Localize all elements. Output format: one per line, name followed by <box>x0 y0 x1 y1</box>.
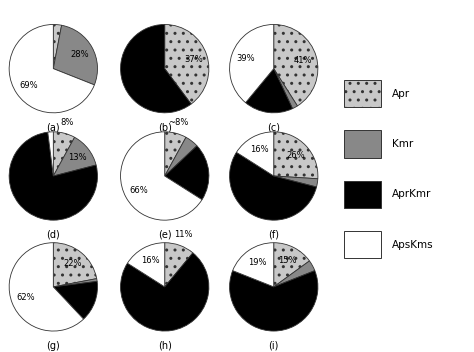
Wedge shape <box>273 243 310 287</box>
Wedge shape <box>229 152 317 220</box>
Text: 41%: 41% <box>293 56 312 65</box>
Wedge shape <box>229 25 274 103</box>
Wedge shape <box>273 176 318 187</box>
Wedge shape <box>229 271 318 331</box>
Text: 28%: 28% <box>70 50 89 59</box>
Wedge shape <box>246 69 292 113</box>
Wedge shape <box>54 281 98 319</box>
Text: 56%: 56% <box>127 74 146 83</box>
Text: 26%: 26% <box>286 151 305 160</box>
Wedge shape <box>165 146 209 200</box>
Text: 8%: 8% <box>60 118 74 127</box>
Text: 37%: 37% <box>184 55 202 64</box>
FancyBboxPatch shape <box>344 80 381 107</box>
Title: (a): (a) <box>46 122 60 132</box>
Wedge shape <box>237 132 273 176</box>
Text: ApsKms: ApsKms <box>392 240 433 250</box>
Wedge shape <box>9 243 83 331</box>
Wedge shape <box>274 261 315 287</box>
Text: AprKmr: AprKmr <box>392 189 431 199</box>
Wedge shape <box>120 253 209 331</box>
Wedge shape <box>54 278 97 287</box>
Wedge shape <box>128 243 165 287</box>
FancyBboxPatch shape <box>344 130 381 157</box>
Text: 55%: 55% <box>253 199 271 208</box>
Wedge shape <box>53 132 74 176</box>
Wedge shape <box>165 243 193 287</box>
Title: (c): (c) <box>267 122 280 132</box>
Wedge shape <box>120 132 202 220</box>
Title: (i): (i) <box>269 341 279 351</box>
Text: Kmr: Kmr <box>392 139 413 149</box>
Text: 62%: 62% <box>16 294 35 302</box>
Text: Apr: Apr <box>392 89 410 99</box>
Text: ~8%: ~8% <box>168 118 189 127</box>
Text: 15%: 15% <box>73 293 91 302</box>
Text: 13%: 13% <box>68 153 86 162</box>
Wedge shape <box>53 243 97 287</box>
Wedge shape <box>48 132 53 176</box>
Wedge shape <box>53 137 96 176</box>
Title: (h): (h) <box>158 341 172 351</box>
Title: (b): (b) <box>158 122 172 132</box>
Text: 39%: 39% <box>236 54 255 63</box>
Wedge shape <box>274 69 297 109</box>
Title: (f): (f) <box>268 230 279 240</box>
Text: 18%: 18% <box>261 94 279 103</box>
Wedge shape <box>165 132 186 176</box>
Text: 69%: 69% <box>19 81 38 90</box>
Wedge shape <box>53 25 98 85</box>
Text: 19%: 19% <box>247 258 266 266</box>
Wedge shape <box>233 243 274 287</box>
Text: 62%: 62% <box>264 313 283 321</box>
Text: 11%: 11% <box>174 231 192 239</box>
Text: 21%: 21% <box>185 169 204 178</box>
Text: 66%: 66% <box>129 186 148 195</box>
Wedge shape <box>120 25 191 113</box>
Text: 73%: 73% <box>160 312 179 321</box>
FancyBboxPatch shape <box>344 231 381 258</box>
Title: (g): (g) <box>46 341 60 351</box>
Text: 16%: 16% <box>250 145 269 154</box>
Text: 22%: 22% <box>63 259 82 268</box>
Wedge shape <box>9 25 94 113</box>
FancyBboxPatch shape <box>344 181 381 208</box>
Wedge shape <box>9 132 98 220</box>
Text: 16%: 16% <box>141 256 160 265</box>
Wedge shape <box>273 132 318 179</box>
Title: (e): (e) <box>158 230 172 240</box>
Wedge shape <box>53 25 62 69</box>
Wedge shape <box>274 25 318 106</box>
Text: 77%: 77% <box>27 196 46 205</box>
Wedge shape <box>165 137 197 176</box>
Title: (d): (d) <box>46 230 60 240</box>
Text: 15%: 15% <box>278 256 297 265</box>
Wedge shape <box>165 25 209 104</box>
